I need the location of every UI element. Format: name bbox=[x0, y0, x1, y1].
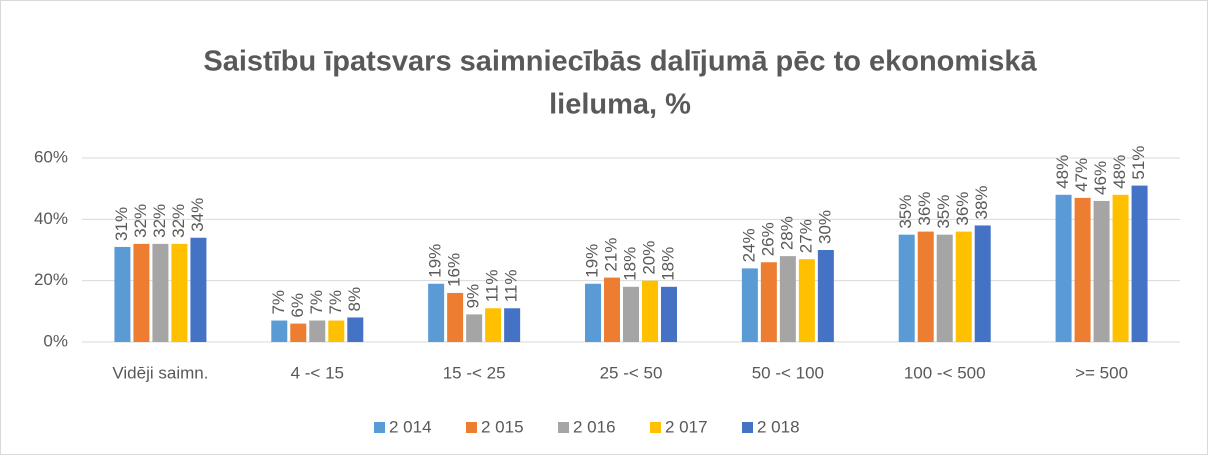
y-tick-label: 60% bbox=[34, 147, 68, 166]
legend-swatch bbox=[466, 422, 477, 433]
legend-swatch bbox=[742, 422, 753, 433]
bar bbox=[485, 308, 502, 342]
legend-swatch bbox=[558, 422, 569, 433]
bar bbox=[328, 320, 345, 342]
chart-title: Saistību īpatsvars saimniecībās dalījumā… bbox=[203, 46, 1037, 78]
data-label: 27% bbox=[796, 219, 815, 253]
data-label: 20% bbox=[639, 241, 658, 275]
data-label: 35% bbox=[934, 195, 953, 229]
bar bbox=[642, 280, 658, 342]
data-label: 7% bbox=[326, 290, 345, 315]
data-label: 31% bbox=[112, 207, 131, 241]
data-label: 11% bbox=[483, 270, 502, 303]
x-tick-label: 25 -< 50 bbox=[600, 363, 663, 382]
bar bbox=[1074, 197, 1091, 342]
legend-label: 2 015 bbox=[481, 417, 524, 436]
data-label: 46% bbox=[1091, 161, 1110, 195]
bar bbox=[898, 234, 915, 342]
legend-label: 2 017 bbox=[665, 417, 708, 436]
data-label: 8% bbox=[345, 287, 364, 312]
bar bbox=[504, 308, 521, 342]
x-tick-label: 50 -< 100 bbox=[752, 363, 824, 382]
data-label: 32% bbox=[150, 204, 169, 238]
chart-title: lieluma, % bbox=[549, 89, 691, 121]
bar bbox=[1055, 194, 1072, 342]
bar bbox=[114, 246, 131, 342]
x-tick-label: 4 -< 15 bbox=[291, 363, 344, 382]
data-label: 16% bbox=[445, 253, 464, 287]
y-tick-label: 20% bbox=[34, 270, 68, 289]
bar bbox=[347, 317, 364, 342]
legend-swatch bbox=[650, 422, 661, 433]
bar bbox=[661, 286, 677, 342]
bar bbox=[604, 277, 620, 342]
data-label: 51% bbox=[1129, 146, 1148, 180]
data-label: 6% bbox=[288, 293, 307, 318]
data-label: 18% bbox=[658, 247, 677, 281]
data-label: 26% bbox=[758, 222, 777, 256]
bar bbox=[741, 268, 758, 342]
bar bbox=[623, 286, 639, 342]
data-label: 28% bbox=[777, 216, 796, 250]
data-label: 36% bbox=[953, 192, 972, 226]
data-label: 30% bbox=[815, 210, 834, 244]
bar bbox=[309, 320, 326, 342]
data-label: 19% bbox=[426, 244, 445, 278]
bar bbox=[817, 250, 834, 342]
legend-label: 2 016 bbox=[573, 417, 616, 436]
bar bbox=[152, 243, 169, 342]
data-label: 47% bbox=[1072, 158, 1091, 192]
data-label: 7% bbox=[307, 290, 326, 315]
bar bbox=[1112, 194, 1129, 342]
data-label: 35% bbox=[896, 195, 915, 229]
x-tick-label: 100 -< 500 bbox=[904, 363, 986, 382]
bar bbox=[466, 314, 483, 342]
bar bbox=[917, 231, 934, 342]
bar bbox=[447, 292, 464, 342]
legend-label: 2 018 bbox=[757, 417, 800, 436]
data-label: 48% bbox=[1053, 155, 1072, 189]
data-label: 9% bbox=[464, 284, 483, 309]
data-label: 32% bbox=[131, 204, 150, 238]
data-label: 32% bbox=[169, 204, 188, 238]
data-label: 21% bbox=[601, 238, 620, 272]
data-label: 48% bbox=[1110, 155, 1129, 189]
data-label: 11% bbox=[502, 270, 521, 303]
bar bbox=[798, 259, 815, 342]
bar bbox=[974, 225, 991, 342]
data-label: 19% bbox=[582, 244, 601, 278]
bar bbox=[190, 237, 207, 342]
y-tick-label: 40% bbox=[34, 209, 68, 228]
legend-swatch bbox=[374, 422, 385, 433]
data-label: 38% bbox=[972, 185, 991, 219]
bar bbox=[133, 243, 150, 342]
data-label: 34% bbox=[188, 198, 207, 232]
x-tick-label: Vidēji saimn. bbox=[112, 363, 208, 382]
bar bbox=[585, 283, 601, 342]
data-label: 18% bbox=[620, 247, 639, 281]
bar bbox=[1093, 200, 1110, 342]
bar bbox=[290, 323, 307, 342]
y-tick-label: 0% bbox=[43, 331, 68, 350]
bar bbox=[955, 231, 972, 342]
data-label: 24% bbox=[739, 228, 758, 262]
bar bbox=[171, 243, 188, 342]
legend-label: 2 014 bbox=[389, 417, 432, 436]
bar bbox=[779, 256, 796, 342]
bar bbox=[428, 283, 445, 342]
bar bbox=[936, 234, 953, 342]
data-label: 7% bbox=[269, 290, 288, 315]
bar bbox=[760, 262, 777, 342]
x-tick-label: 15 -< 25 bbox=[443, 363, 506, 382]
bar bbox=[1131, 185, 1148, 342]
data-label: 36% bbox=[915, 192, 934, 226]
x-tick-label: >= 500 bbox=[1075, 363, 1128, 382]
bar bbox=[271, 320, 288, 342]
